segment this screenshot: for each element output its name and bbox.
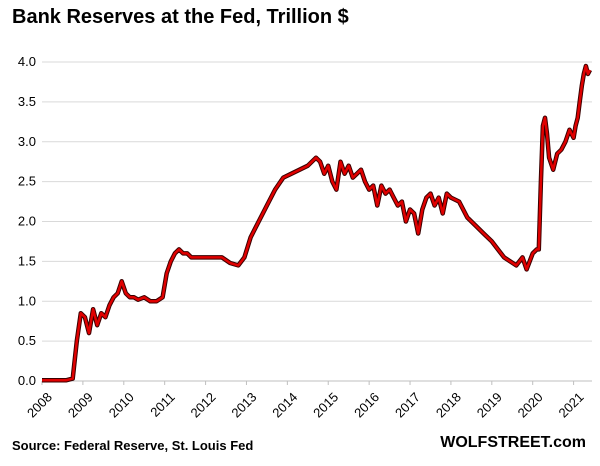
series-line-outline (42, 63, 592, 383)
series-layer (42, 63, 592, 383)
axes (41, 380, 592, 385)
x-tick-label: 2009 (65, 389, 96, 420)
y-tick-label: 3.0 (18, 134, 36, 149)
gridlines (42, 61, 592, 382)
y-tick-label: 4.0 (18, 54, 36, 69)
y-tick-label: 0.5 (18, 333, 36, 348)
x-tick-label: 2011 (147, 389, 177, 419)
y-tick-label: 0.0 (18, 373, 36, 388)
x-tick-label: 2016 (351, 389, 382, 420)
x-tick-label: 2015 (310, 389, 341, 420)
y-tick-label: 1.0 (18, 293, 36, 308)
x-tick-label: 2017 (392, 389, 423, 420)
x-tick-label: 2019 (474, 389, 505, 420)
y-tick-label: 2.5 (18, 174, 36, 189)
x-tick-label: 2012 (188, 389, 219, 420)
x-tick-label: 2013 (228, 389, 259, 420)
y-tick-labels: 0.0 0.5 1.0 1.5 2.0 2.5 3.0 3.5 4.0 (18, 54, 36, 388)
brand-label: WOLFSTREET.com (440, 434, 586, 451)
y-tick-label: 3.5 (18, 94, 36, 109)
x-tick-label: 2008 (24, 389, 55, 420)
x-tick-label: 2021 (556, 389, 587, 420)
x-tick-labels: 2008 2009 2010 2011 2012 2013 2014 2015 2016 2017… (24, 389, 587, 420)
chart-title: Bank Reserves at the Fed, Trillion $ (12, 6, 349, 28)
x-tick-label: 2018 (433, 389, 464, 420)
x-tick-label: 2020 (515, 389, 546, 420)
y-tick-label: 2.0 (18, 214, 36, 229)
y-tick-label: 1.5 (18, 253, 36, 268)
series-line-bank-reserves (42, 64, 592, 382)
x-tick-label: 2010 (106, 389, 137, 420)
source-note: Source: Federal Reserve, St. Louis Fed (12, 438, 254, 453)
x-tick-label: 2014 (269, 389, 300, 420)
